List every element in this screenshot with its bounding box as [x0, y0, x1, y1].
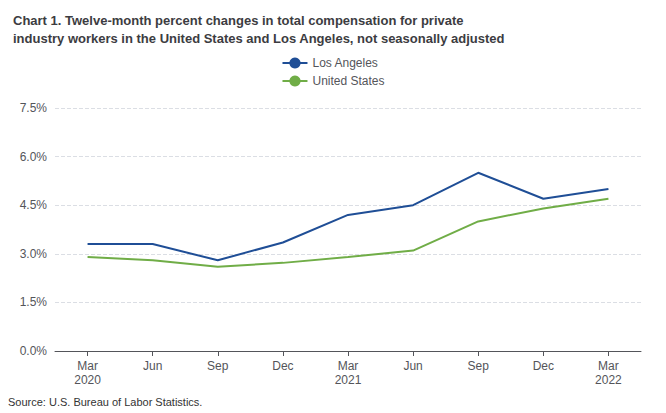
svg-text:4.5%: 4.5%: [20, 198, 48, 212]
svg-text:Jun: Jun: [403, 359, 422, 373]
svg-text:7.5%: 7.5%: [20, 101, 48, 115]
svg-text:United States: United States: [312, 74, 384, 88]
svg-text:Sep: Sep: [207, 359, 229, 373]
svg-text:industry workers in the United: industry workers in the United States an…: [13, 31, 505, 46]
svg-text:2022: 2022: [595, 373, 622, 387]
svg-text:1.5%: 1.5%: [20, 295, 48, 309]
svg-text:Mar: Mar: [338, 359, 359, 373]
svg-text:2021: 2021: [335, 373, 362, 387]
svg-text:Mar: Mar: [598, 359, 619, 373]
svg-text:Sep: Sep: [468, 359, 490, 373]
svg-text:Chart 1. Twelve-month percent: Chart 1. Twelve-month percent changes in…: [13, 13, 464, 28]
svg-text:2020: 2020: [74, 373, 101, 387]
svg-text:Mar: Mar: [77, 359, 98, 373]
svg-text:Jun: Jun: [143, 359, 162, 373]
svg-text:3.0%: 3.0%: [20, 247, 48, 261]
svg-text:Dec: Dec: [272, 359, 293, 373]
svg-text:Dec: Dec: [533, 359, 554, 373]
svg-text:6.0%: 6.0%: [20, 150, 48, 164]
svg-text:Source: U.S. Bureau of Labor S: Source: U.S. Bureau of Labor Statistics.: [8, 396, 202, 408]
svg-text:Los Angeles: Los Angeles: [312, 56, 377, 70]
svg-text:0.0%: 0.0%: [20, 344, 48, 358]
